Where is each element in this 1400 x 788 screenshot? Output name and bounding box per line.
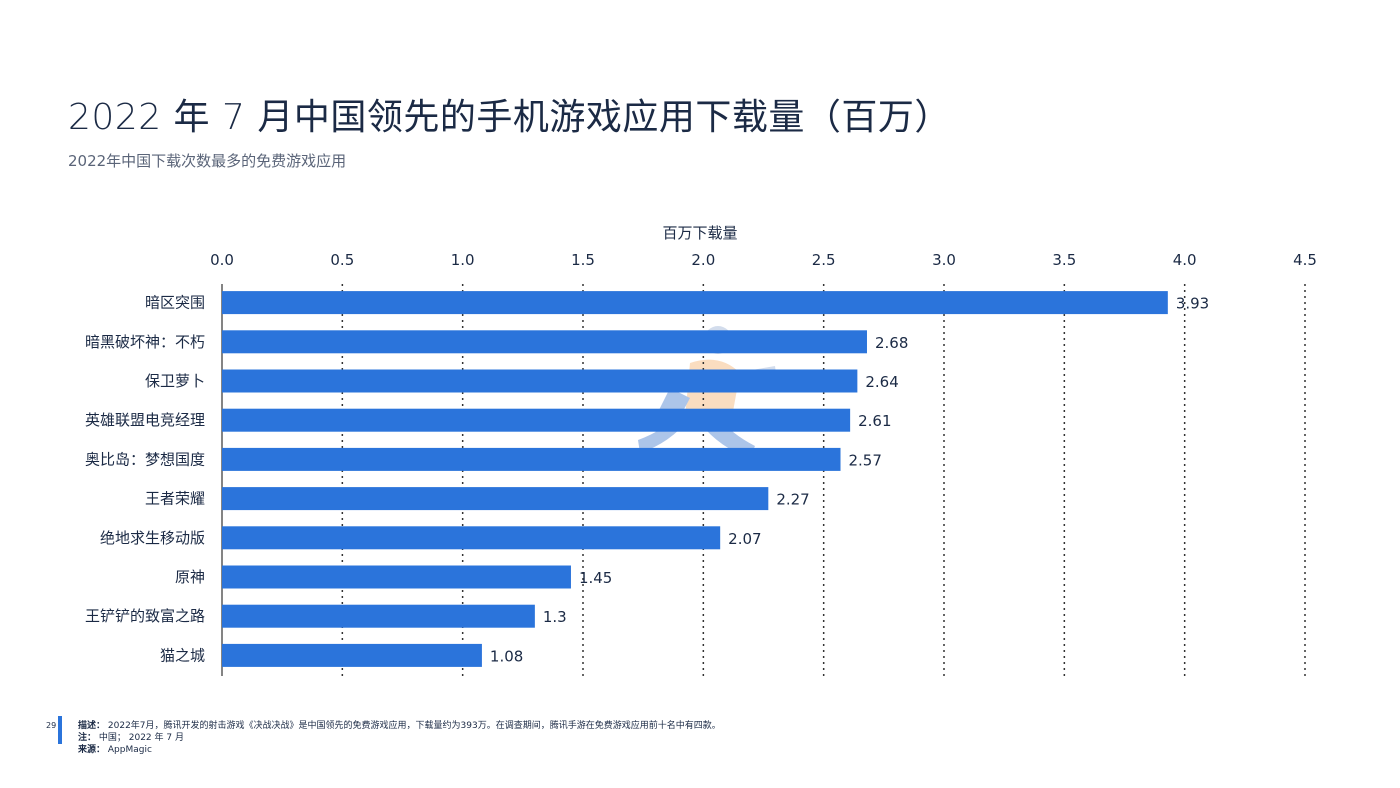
value-label: 2.57 (849, 451, 882, 469)
footer-description: 描述： 2022年7月，腾讯开发的射击游戏《决战决战》是中国领先的免费游戏应用，… (78, 721, 721, 731)
value-label: 2.27 (776, 491, 809, 509)
value-label: 3.93 (1176, 295, 1209, 313)
category-label: 王铲铲的致富之路 (85, 607, 205, 625)
bar (222, 565, 571, 589)
bar (222, 447, 841, 471)
bar (222, 643, 482, 667)
value-label: 2.68 (875, 334, 908, 352)
x-tick-label: 2.0 (691, 251, 715, 269)
value-label: 1.45 (579, 569, 612, 587)
page-subtitle: 2022年中国下载次数最多的免费游戏应用 (68, 152, 347, 170)
footer-accent-bar (58, 716, 62, 744)
x-tick-labels: 0.0 0.5 1.0 1.5 2.0 2.5 3.0 3.5 4.0 4.5 (210, 251, 1317, 269)
x-tick-label: 4.5 (1293, 251, 1317, 269)
bar (222, 408, 851, 432)
x-tick-label: 1.5 (571, 251, 595, 269)
bar (222, 330, 867, 354)
category-label: 奥比岛：梦想国度 (85, 450, 205, 468)
category-label: 英雄联盟电竞经理 (85, 411, 205, 429)
footer-source: 来源： AppMagic (78, 745, 152, 755)
x-tick-label: 0.0 (210, 251, 234, 269)
category-label: 原神 (175, 568, 205, 586)
value-label: 1.3 (543, 608, 567, 626)
x-tick-label: 3.5 (1052, 251, 1076, 269)
x-tick-label: 4.0 (1173, 251, 1197, 269)
category-label: 保卫萝卜 (145, 372, 205, 390)
bar (222, 369, 858, 393)
value-label: 2.07 (728, 530, 761, 548)
value-label: 1.08 (490, 647, 523, 665)
category-label: 王者荣耀 (145, 490, 205, 508)
footer-note: 注： 中国； 2022 年 7 月 (78, 733, 184, 743)
value-labels: 3.93 2.68 2.64 2.61 2.57 2.27 2.07 1.45 1.3 1.08 (490, 295, 1209, 666)
bar-chart: 百万下载量 0.0 0.5 1.0 1.5 2.0 2.5 3.0 3.5 4.0 4.5 暗区突… (85, 224, 1317, 676)
x-tick-label: 3.0 (932, 251, 956, 269)
value-label: 2.61 (858, 412, 891, 430)
bar (222, 526, 721, 550)
bar (222, 487, 769, 511)
bars (222, 291, 1168, 667)
x-tick-label: 1.0 (451, 251, 475, 269)
value-label: 2.64 (865, 373, 898, 391)
bar (222, 291, 1168, 315)
page-number: 29 (46, 721, 57, 730)
x-tick-label: 0.5 (330, 251, 354, 269)
x-tick-label: 2.5 (812, 251, 836, 269)
page-title: 2022 年 7 月中国领先的手机游戏应用下载量（百万） (68, 97, 951, 138)
category-label: 暗黑破坏神：不朽 (85, 333, 205, 351)
category-label: 暗区突围 (145, 294, 205, 312)
category-label: 猫之城 (160, 646, 205, 664)
x-axis-label: 百万下载量 (662, 224, 737, 242)
bar (222, 604, 535, 628)
category-labels: 暗区突围暗黑破坏神：不朽保卫萝卜英雄联盟电竞经理奥比岛：梦想国度王者荣耀绝地求生… (85, 294, 205, 665)
category-label: 绝地求生移动版 (100, 529, 205, 547)
